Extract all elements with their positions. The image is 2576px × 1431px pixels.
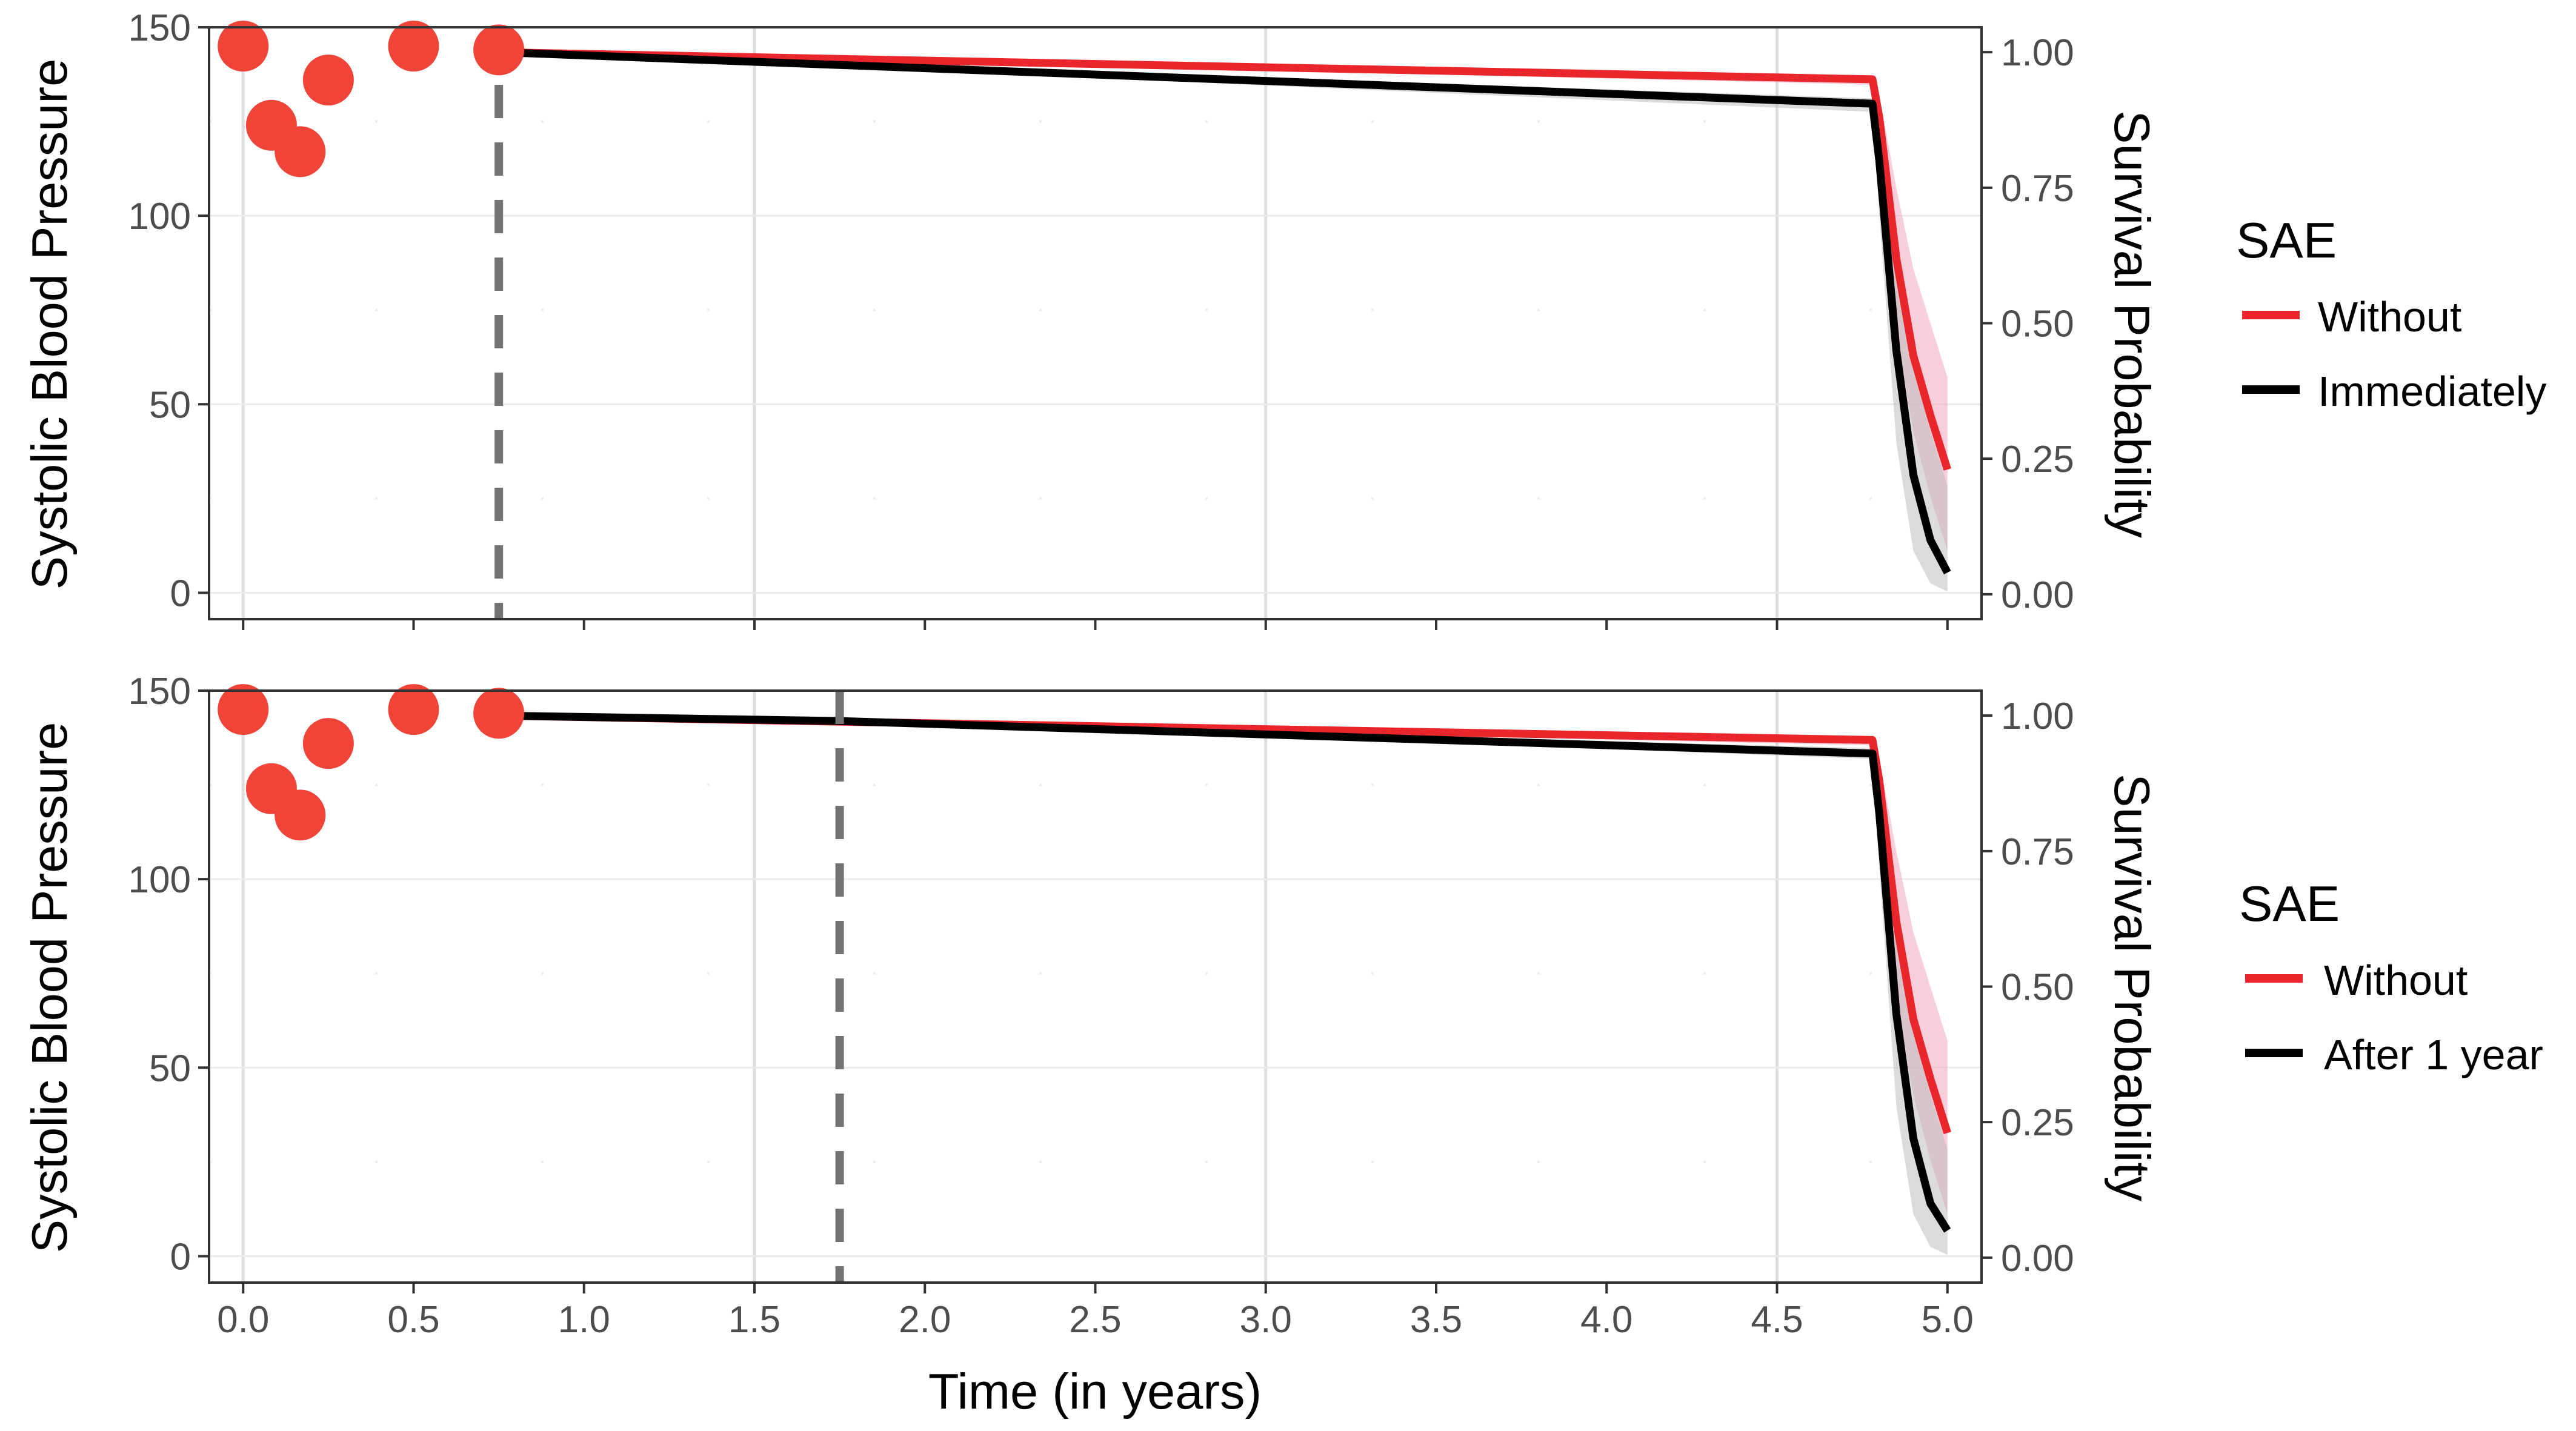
x-tick-label: 3.0 [1240,1299,1292,1341]
y-tick-label: 50 [149,1048,191,1089]
y2-tick-label: 0.25 [2001,1102,2074,1144]
x-tick-label: 5.0 [1922,1299,1974,1341]
x-tick-label: 1.5 [728,1299,780,1341]
sbp-point [275,126,326,178]
sbp-point [388,21,439,72]
ci-band-with [499,716,1948,1255]
x-axis-title: Time (in years) [928,1363,1262,1419]
bottom-legend-title: SAE [2239,875,2340,932]
survival-line-without [499,711,1951,1135]
sbp-point [388,684,439,735]
x-tick-label: 2.5 [1069,1299,1121,1341]
bottom-y2label: Survival Probability [2104,774,2160,1201]
sbp-point [275,789,326,841]
sbp-point [302,55,354,106]
y-tick-label: 100 [128,859,191,901]
top-y2label: Survival Probability [2104,110,2160,538]
bottom-ylabel: Systolic Blood Pressure [21,722,78,1253]
bottom-legend-label-with: After 1 year [2324,1031,2543,1078]
x-tick-label: 4.0 [1580,1299,1632,1341]
survival-line-with [498,48,1951,575]
ci-band-without [499,52,1948,551]
y-tick-label: 150 [128,671,191,712]
plot-layer: 0 50 100 150 0.00 0.25 0.50 0.75 1.00 0 50 100 150 0.… [128,7,2303,1341]
y2-tick-label: 0.50 [2001,967,2074,1009]
y2-tick-label: 1.00 [2001,32,2074,74]
y2-tick-label: 0.00 [2001,1238,2074,1280]
x-tick-label: 0.0 [217,1299,269,1341]
sbp-point [218,21,269,72]
x-tick-label: 2.0 [899,1299,951,1341]
y2-tick-label: 0.50 [2001,304,2074,345]
y-tick-label: 50 [149,384,191,426]
panel-border [208,26,1983,620]
survival-line-without [498,48,1951,471]
x-tick-label: 4.5 [1751,1299,1803,1341]
bottom-legend-label-without: Without [2324,957,2468,1004]
panel-bottom: 0 50 100 150 0.00 0.25 0.50 0.75 1.00 0.0 0.5 1.0 1.… [128,671,2303,1341]
x-tick-label: 0.5 [387,1299,439,1341]
sbp-point [302,718,354,769]
top-legend-label-without: Without [2318,293,2461,340]
top-legend-title: SAE [2236,212,2337,268]
y-tick-label: 0 [170,1236,191,1278]
ci-band-without [499,716,1948,1215]
y-tick-label: 100 [128,196,191,237]
top-legend-label-with: Immediately [2318,368,2546,415]
y2-tick-label: 0.75 [2001,831,2074,873]
top-ylabel: Systolic Blood Pressure [21,59,78,590]
ci-band-with [499,52,1948,592]
y-tick-label: 150 [128,7,191,49]
survival-line-with [499,711,1951,1233]
y2-tick-label: 0.25 [2001,439,2074,480]
y-tick-label: 0 [170,573,191,614]
panel-top: 0 50 100 150 0.00 0.25 0.50 0.75 1.00 [128,7,2300,630]
x-tick-label: 1.0 [558,1299,610,1341]
x-tick-label: 3.5 [1410,1299,1462,1341]
sbp-point [473,24,525,76]
y2-tick-label: 0.00 [2001,574,2074,616]
sbp-point [218,684,269,735]
panel-border [208,689,1983,1284]
y2-tick-label: 1.00 [2001,696,2074,737]
y2-tick-label: 0.75 [2001,168,2074,210]
sbp-point [473,688,525,739]
